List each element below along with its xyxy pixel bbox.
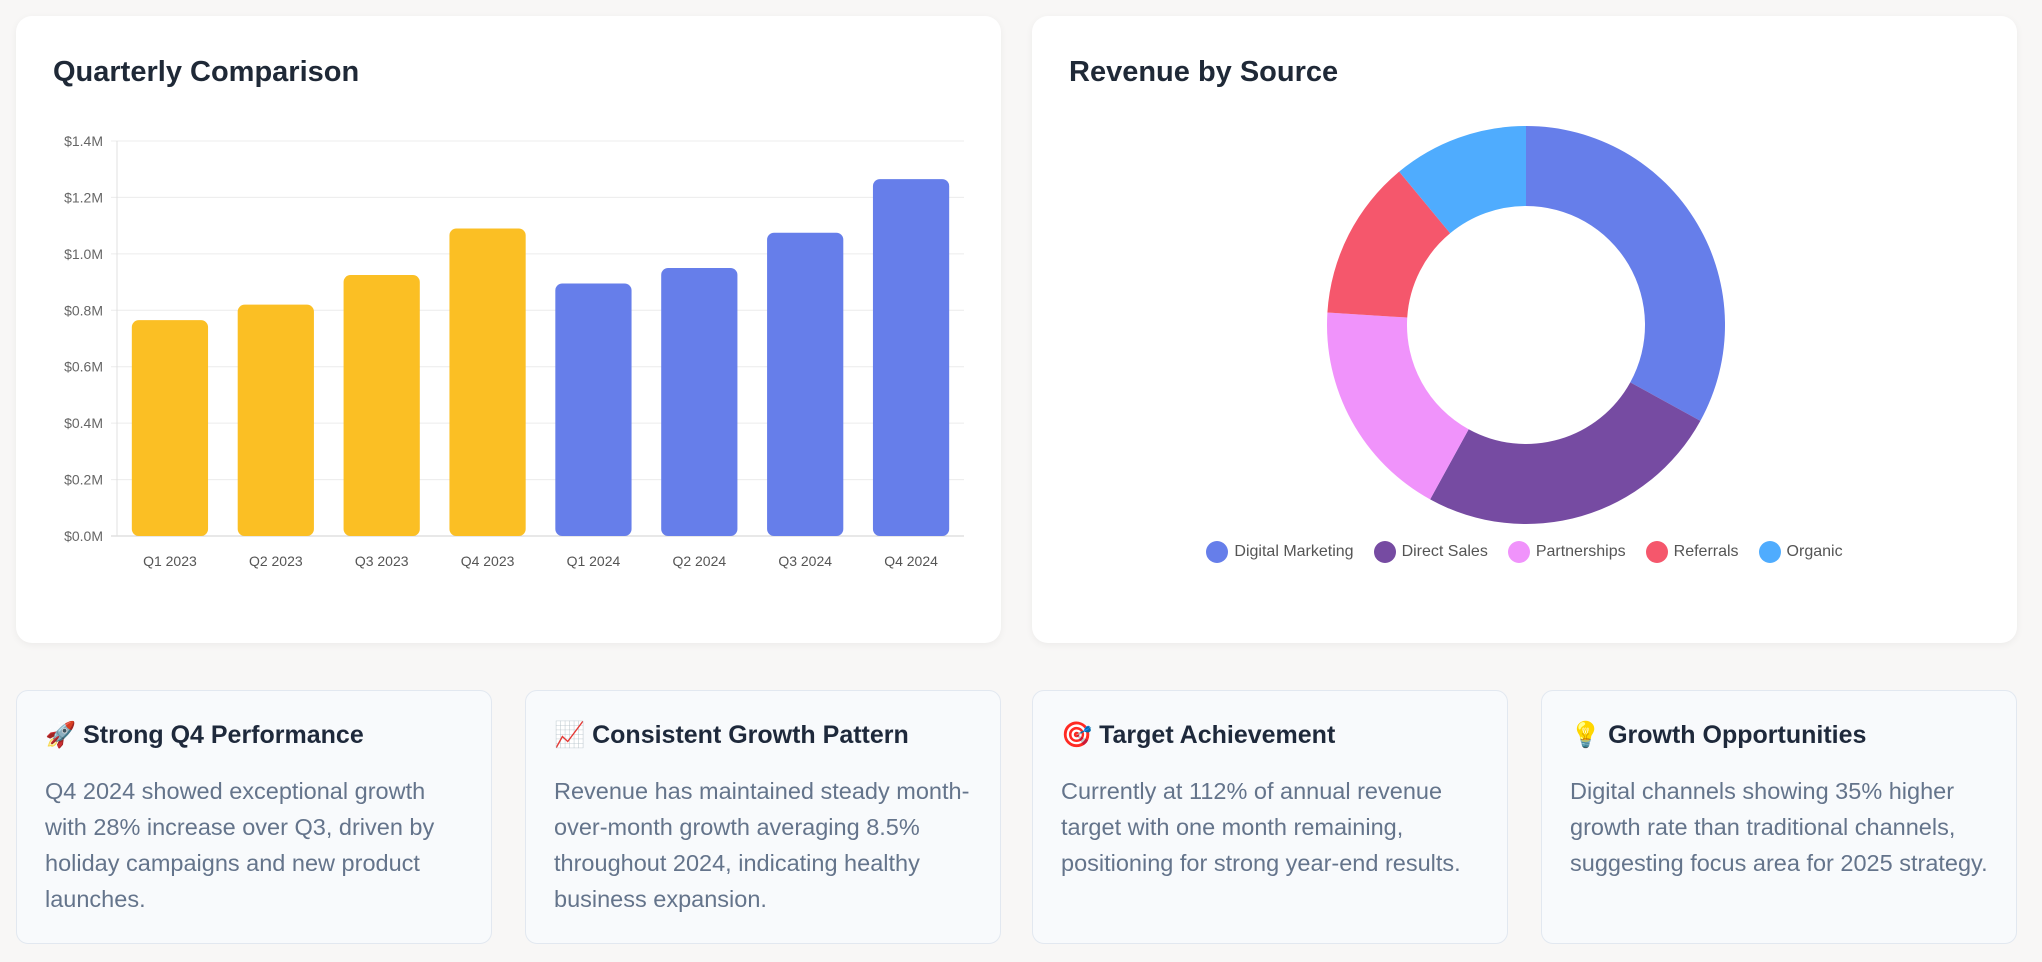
y-tick-label: $0.0M — [64, 528, 103, 544]
legend-swatch — [1206, 541, 1229, 563]
y-tick-label: $1.2M — [64, 189, 103, 205]
y-tick-label: $1.4M — [64, 133, 103, 149]
slice-direct-sales — [1430, 382, 1701, 524]
x-tick-label: Q3 2024 — [778, 553, 832, 569]
legend-swatch — [1645, 541, 1668, 563]
y-tick-label: $0.8M — [64, 302, 103, 318]
pie-chart-title: Revenue by Source — [1069, 56, 1339, 88]
insight-card-opportunities: 💡 Growth Opportunities Digital channels … — [1541, 690, 2017, 944]
slice-digital-marketing — [1526, 126, 1725, 421]
x-tick-label: Q3 2023 — [355, 553, 409, 569]
legend-label: Partnerships — [1535, 543, 1626, 560]
x-tick-label: Q2 2023 — [249, 553, 303, 569]
chart-increasing-icon: 📈 — [554, 721, 586, 749]
insight-card-q4-performance: 🚀 Strong Q4 Performance Q4 2024 showed e… — [16, 690, 492, 944]
revenue-by-source-card: Revenue by Source Digital Marketing Direc… — [1032, 16, 2017, 643]
insight-title-text: Strong Q4 Performance — [83, 721, 364, 749]
slice-organic — [1399, 126, 1526, 234]
insight-text: Currently at 112% of annual revenue targ… — [1061, 778, 1461, 876]
legend-label: Referrals — [1673, 543, 1739, 560]
lightbulb-icon: 💡 — [1570, 721, 1602, 749]
legend-swatch — [1373, 541, 1396, 563]
slice-referrals — [1327, 171, 1451, 318]
legend-item-organic[interactable]: Organic — [1758, 541, 1843, 563]
legend-item-partnerships[interactable]: Partnerships — [1507, 541, 1626, 563]
insight-text: Revenue has maintained steady month-over… — [554, 778, 970, 912]
bar-q3-2024 — [767, 232, 844, 537]
rocket-icon: 🚀 — [45, 721, 77, 749]
bar-chart-title: Quarterly Comparison — [53, 56, 360, 88]
insight-card-growth-pattern: 📈 Consistent Growth Pattern Revenue has … — [525, 690, 1001, 944]
target-icon: 🎯 — [1061, 721, 1093, 749]
insight-title-text: Consistent Growth Pattern — [592, 721, 909, 749]
bar-q4-2024 — [872, 179, 950, 536]
legend-item-referrals[interactable]: Referrals — [1645, 541, 1739, 563]
y-tick-label: $0.2M — [64, 472, 103, 488]
y-tick-label: $0.6M — [64, 359, 103, 375]
insight-title-text: Growth Opportunities — [1608, 721, 1867, 749]
insight-card-target: 🎯 Target Achievement Currently at 112% o… — [1032, 690, 1508, 944]
bar-q2-2024 — [661, 267, 738, 536]
y-tick-label: $0.4M — [64, 415, 103, 431]
x-tick-label: Q4 2024 — [884, 553, 938, 569]
insight-title: 📈 Consistent Growth Pattern — [554, 721, 909, 750]
bar-q1-2023 — [131, 320, 209, 536]
legend-label: Digital Marketing — [1234, 543, 1354, 560]
insight-text: Digital channels showing 35% higher grow… — [1570, 778, 1988, 876]
quarterly-comparison-card: Quarterly Comparison $0.0M $0.2M $0.4M $0.6… — [16, 16, 1001, 643]
insight-title-text: Target Achievement — [1099, 721, 1336, 749]
x-tick-label: Q1 2024 — [567, 553, 621, 569]
insight-title: 🎯 Target Achievement — [1061, 721, 1335, 750]
bar-q3-2023 — [343, 275, 420, 536]
bar-q2-2023 — [237, 304, 314, 536]
slice-partnerships — [1327, 312, 1469, 500]
legend-item-digital-marketing[interactable]: Digital Marketing — [1206, 541, 1354, 563]
insight-title: 💡 Growth Opportunities — [1570, 721, 1866, 750]
bar-q4-2023 — [449, 228, 526, 536]
legend-label: Organic — [1786, 543, 1843, 560]
legend-swatch — [1507, 541, 1530, 563]
bar-chart: $0.0M $0.2M $0.4M $0.6M $0.8M $1.0M $1.2M $1.4M… — [64, 133, 964, 569]
x-tick-label: Q2 2024 — [672, 553, 726, 569]
legend-swatch — [1758, 541, 1781, 563]
legend-label: Direct Sales — [1401, 543, 1488, 560]
x-tick-label: Q1 2023 — [143, 553, 197, 569]
legend-item-direct-sales[interactable]: Direct Sales — [1373, 541, 1488, 563]
bar-q1-2024 — [555, 283, 632, 536]
insight-text: Q4 2024 showed exceptional growth with 2… — [45, 778, 435, 912]
donut-legend: Digital Marketing Direct Sales Partnership… — [1032, 541, 2017, 563]
x-tick-label: Q4 2023 — [461, 553, 515, 569]
y-tick-label: $1.0M — [64, 246, 103, 262]
donut-chart — [1327, 126, 1725, 524]
insight-title: 🚀 Strong Q4 Performance — [45, 721, 364, 750]
